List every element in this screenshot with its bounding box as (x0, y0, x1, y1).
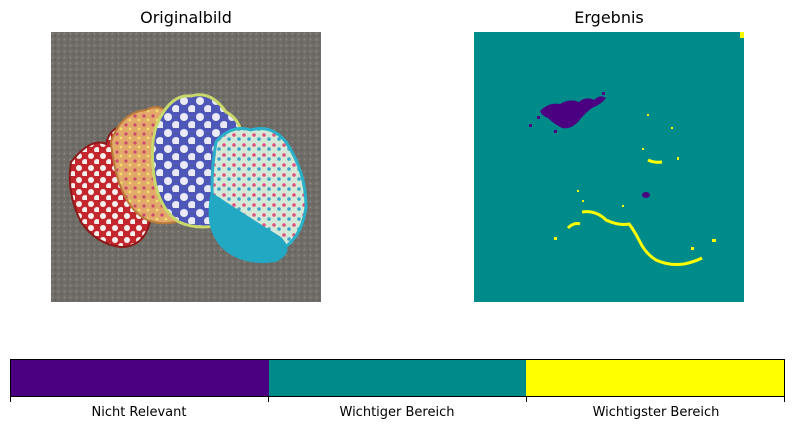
original-image-title: Originalbild (140, 8, 232, 27)
segment-background (474, 32, 744, 302)
segmentation-map (474, 32, 744, 302)
original-image (51, 32, 321, 302)
not-relevant-regions (529, 92, 650, 198)
most-important-regions (566, 158, 703, 266)
colorbar-segment-important (268, 360, 527, 396)
result-image (474, 32, 744, 302)
colorbar-tick (268, 397, 269, 402)
colorbar-tick (10, 397, 11, 402)
colorbar-label-not-relevant: Nicht Relevant (91, 405, 187, 420)
colorbar-segment-not-relevant (11, 360, 269, 396)
colorbar (10, 359, 785, 397)
colorbar-label-important: Wichtiger Bereich (339, 405, 455, 420)
colorbar-label-most-important: Wichtigster Bereich (592, 405, 720, 420)
colorbar-tick (784, 397, 785, 402)
result-image-title: Ergebnis (574, 8, 644, 27)
colorbar-tick (526, 397, 527, 402)
original-photo-graphic (51, 32, 321, 302)
colorbar-segment-most-important (526, 360, 785, 396)
